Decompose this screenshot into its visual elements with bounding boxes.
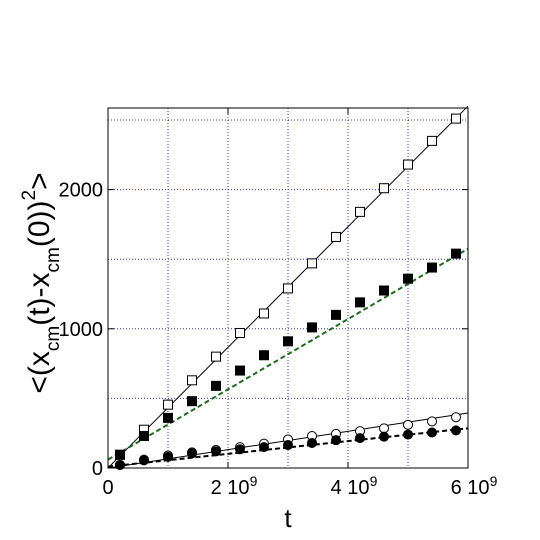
filled-square-marker bbox=[235, 365, 245, 376]
open-circle-marker bbox=[427, 416, 437, 427]
filled-square-marker bbox=[139, 430, 149, 441]
plot-frame bbox=[107, 107, 469, 469]
open-square-marker bbox=[403, 159, 413, 170]
open-square-marker bbox=[235, 327, 245, 338]
y-axis-title: <(xcm(t)-xcm(0))2> bbox=[19, 172, 64, 393]
filled-circle-marker bbox=[163, 451, 173, 462]
open-square-marker bbox=[451, 113, 461, 124]
filled-circle-marker bbox=[307, 437, 317, 448]
filled-circle-marker bbox=[211, 446, 221, 457]
filled-circle-marker bbox=[283, 440, 293, 451]
open-circle-marker bbox=[403, 419, 413, 430]
filled-square-marker bbox=[283, 336, 293, 347]
grid bbox=[108, 108, 468, 468]
filled-circle-marker bbox=[187, 448, 197, 459]
open-square-marker bbox=[379, 183, 389, 194]
open-circle-marker bbox=[379, 423, 389, 434]
filled-square-marker bbox=[355, 297, 365, 308]
open-square-marker bbox=[283, 283, 293, 294]
filled-circle-marker bbox=[331, 435, 341, 446]
filled-circle-marker bbox=[451, 425, 461, 436]
open-square-marker bbox=[163, 399, 173, 410]
open-square-marker bbox=[307, 258, 317, 269]
y-tick-label: 0 bbox=[92, 458, 103, 480]
svg-text:<(xcm(t)-xcm(0))2>: <(xcm(t)-xcm(0))2> bbox=[19, 172, 64, 393]
filled-circle-marker bbox=[115, 459, 125, 470]
filled-square-marker bbox=[379, 285, 389, 296]
open-circle-marker bbox=[451, 412, 461, 423]
data-markers bbox=[115, 113, 461, 470]
filled-square-marker bbox=[259, 350, 269, 361]
open-square-marker bbox=[259, 308, 269, 319]
filled-circle-marker bbox=[403, 429, 413, 440]
y-tick-label: 2000 bbox=[59, 180, 104, 202]
filled-circle-marker bbox=[139, 455, 149, 466]
y-tick-label: 1000 bbox=[59, 319, 104, 341]
open-square-marker bbox=[331, 231, 341, 242]
filled-square-marker bbox=[187, 396, 197, 407]
filled-square-marker bbox=[115, 449, 125, 460]
filled-circle-marker bbox=[379, 431, 389, 442]
x-tick-label: 0 bbox=[102, 477, 113, 499]
x-axis-title: t bbox=[284, 503, 292, 533]
filled-square-marker bbox=[403, 273, 413, 284]
filled-square-marker bbox=[163, 412, 173, 423]
filled-circle-marker bbox=[259, 442, 269, 453]
filled-square-marker bbox=[211, 380, 221, 391]
filled-square-marker bbox=[307, 322, 317, 333]
filled-square-marker bbox=[451, 248, 461, 259]
filled-circle-marker bbox=[235, 444, 245, 455]
filled-circle-marker bbox=[427, 427, 437, 438]
open-square-marker bbox=[427, 135, 437, 146]
open-square-marker bbox=[187, 375, 197, 386]
open-square-marker bbox=[211, 351, 221, 362]
filled-square-marker bbox=[427, 262, 437, 273]
fit-line bbox=[107, 247, 469, 461]
filled-square-marker bbox=[331, 309, 341, 320]
open-square-marker bbox=[355, 206, 365, 217]
filled-circle-marker bbox=[355, 433, 365, 444]
